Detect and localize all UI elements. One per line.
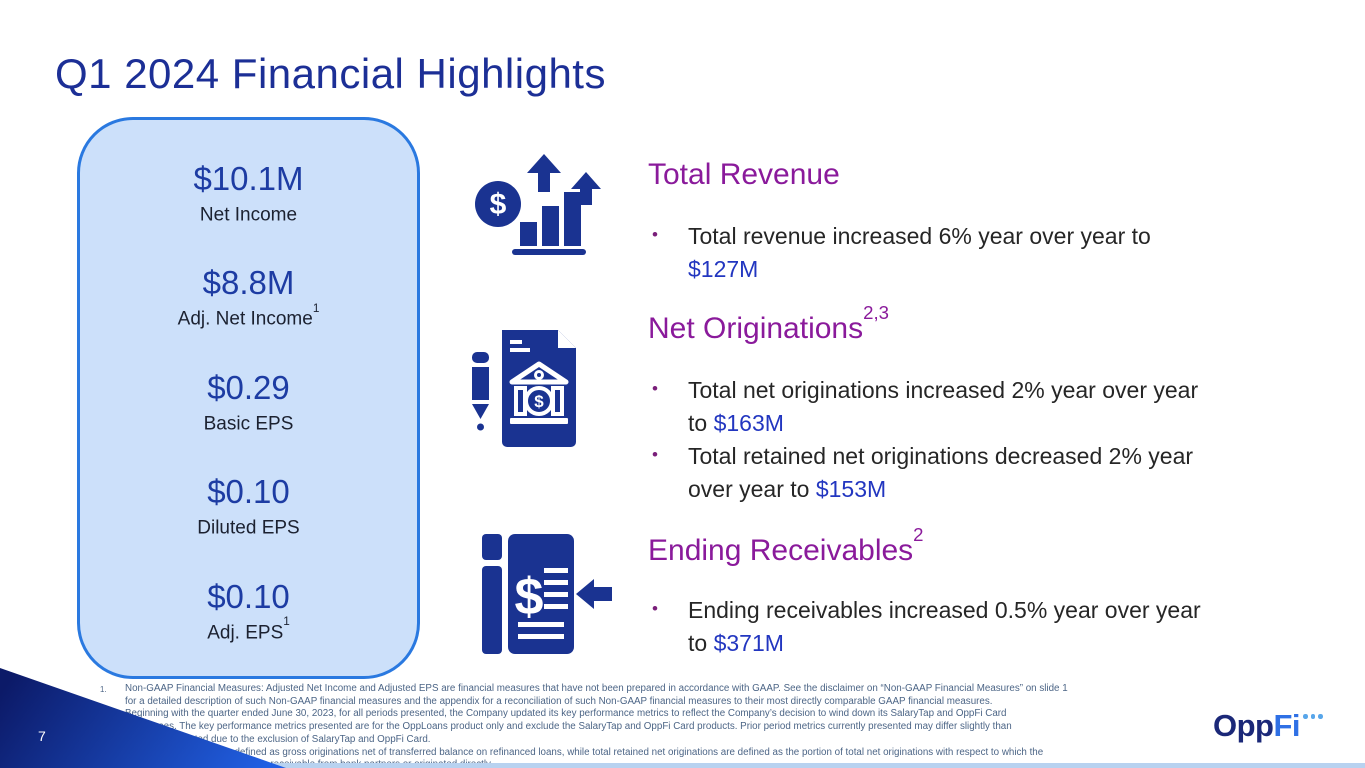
logo-text-fi: Fi bbox=[1273, 708, 1301, 743]
bullet-item: • Total net originations increased 2% ye… bbox=[648, 374, 1328, 440]
heading-ending-receivables: Ending Receivables2 bbox=[648, 523, 924, 567]
svg-text:$: $ bbox=[490, 188, 507, 221]
metric-value: $0.29 bbox=[207, 368, 290, 406]
page-number: 7 bbox=[38, 728, 46, 744]
bullet-item: • Total revenue increased 6% year over y… bbox=[648, 220, 1328, 286]
bullet-item: • Ending receivables increased 0.5% year… bbox=[648, 594, 1328, 660]
metric-value: $10.1M bbox=[193, 160, 304, 197]
metric-label: Diluted EPS bbox=[197, 517, 300, 539]
bullet-text: Total retained net originations decrease… bbox=[688, 443, 1194, 502]
logo-dots-icon bbox=[1303, 714, 1323, 719]
footnote-2: 2. Beginning with the quarter ended June… bbox=[100, 708, 1212, 746]
footnotes: 1. Non-GAAP Financial Measures: Adjusted… bbox=[100, 683, 1212, 768]
metric-value: $0.10 bbox=[207, 577, 290, 615]
footnote-text: Non-GAAP Financial Measures: Adjusted Ne… bbox=[125, 683, 1068, 707]
footnote-1: 1. Non-GAAP Financial Measures: Adjusted… bbox=[100, 683, 1212, 708]
svg-text:$: $ bbox=[534, 392, 544, 411]
metrics-card: $10.1M Net Income $8.8M Adj. Net Income1… bbox=[77, 117, 420, 679]
bullet-dot-icon: • bbox=[652, 225, 658, 244]
oppfi-logo: Opp Fi bbox=[1213, 708, 1323, 744]
metric-label: Adj. Net Income1 bbox=[177, 302, 320, 330]
bottom-accent-strip bbox=[0, 763, 1365, 768]
metric-label: Net Income bbox=[199, 204, 298, 226]
bullets-total-revenue: • Total revenue increased 6% year over y… bbox=[648, 220, 1328, 286]
metric-net-income: $10.1M Net Income bbox=[193, 160, 303, 226]
bank-document-icon: $ bbox=[462, 322, 612, 450]
receivables-ledger-icon: $ bbox=[468, 528, 618, 660]
amount-value: $163M bbox=[713, 410, 784, 436]
metric-diluted-eps: $0.10 Diluted EPS bbox=[197, 473, 299, 539]
bullets-ending-receivables: • Ending receivables increased 0.5% year… bbox=[648, 594, 1328, 660]
metric-adj-net-income: $8.8M Adj. Net Income1 bbox=[178, 264, 320, 330]
metric-value: $0.10 bbox=[207, 473, 290, 511]
bullet-dot-icon: • bbox=[652, 599, 658, 618]
svg-text:$: $ bbox=[515, 568, 544, 626]
metric-adj-eps: $0.10 Adj. EPS1 bbox=[207, 578, 290, 644]
footnote-text: Beginning with the quarter ended June 30… bbox=[125, 708, 1012, 745]
metric-label: Basic EPS bbox=[203, 413, 294, 435]
bullet-text: Ending receivables increased 0.5% year o… bbox=[688, 597, 1201, 656]
amount-value: $127M bbox=[688, 256, 759, 282]
dollar-growth-chart-icon: $ bbox=[468, 152, 613, 262]
slide-title: Q1 2024 Financial Highlights bbox=[55, 50, 606, 97]
bullet-text: Total revenue increased 6% year over yea… bbox=[688, 223, 1151, 282]
bullet-item: • Total retained net originations decrea… bbox=[648, 440, 1328, 506]
metric-label: Adj. EPS1 bbox=[207, 615, 290, 643]
heading-total-revenue: Total Revenue bbox=[648, 158, 840, 191]
heading-net-originations: Net Originations2,3 bbox=[648, 301, 889, 345]
metric-value: $8.8M bbox=[202, 264, 295, 302]
metric-basic-eps: $0.29 Basic EPS bbox=[204, 369, 294, 435]
footnote-number: 1. bbox=[100, 685, 107, 694]
amount-value: $153M bbox=[815, 476, 887, 502]
bullet-text: Total net originations increased 2% year… bbox=[688, 377, 1199, 436]
bullet-dot-icon: • bbox=[652, 379, 658, 398]
amount-value: $371M bbox=[713, 630, 784, 656]
logo-text-opp: Opp bbox=[1213, 708, 1274, 743]
bullet-dot-icon: • bbox=[652, 445, 658, 464]
bullets-net-originations: • Total net originations increased 2% ye… bbox=[648, 374, 1328, 506]
